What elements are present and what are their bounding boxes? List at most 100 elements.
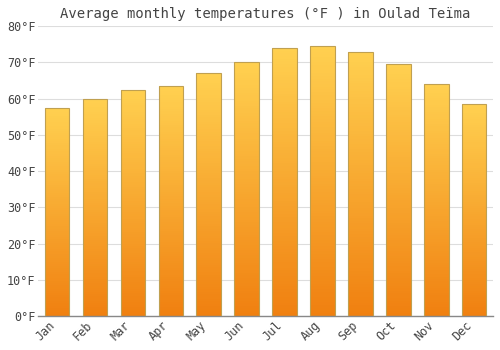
Bar [83,153,108,155]
Bar [348,139,372,141]
Bar [45,187,70,189]
Bar [272,128,297,131]
Bar [83,216,108,218]
Bar [234,118,259,121]
Bar [424,121,448,124]
Bar [83,147,108,149]
Bar [196,119,221,122]
Bar [386,273,410,276]
Bar [83,238,108,240]
Bar [234,298,259,301]
Bar [120,164,146,167]
Bar [83,205,108,207]
Bar [348,158,372,160]
Bar [386,245,410,248]
Bar [272,310,297,313]
Bar [272,219,297,222]
Bar [234,189,259,192]
Bar [462,295,486,297]
Bar [386,122,410,125]
Bar [196,129,221,132]
Bar [158,86,183,88]
Bar [234,258,259,260]
Bar [462,108,486,111]
Bar [120,271,146,273]
Bar [272,88,297,91]
Bar [45,291,70,293]
Bar [83,190,108,192]
Bar [45,212,70,214]
Bar [45,281,70,283]
Bar [83,122,108,125]
Bar [120,225,146,228]
Bar [234,113,259,116]
Bar [310,240,335,243]
Bar [310,54,335,57]
Bar [386,236,410,238]
Bar [45,199,70,202]
Bar [462,151,486,153]
Bar [348,112,372,115]
Bar [386,298,410,301]
Bar [348,178,372,181]
Bar [234,96,259,98]
Bar [348,120,372,123]
Bar [310,310,335,313]
Bar [272,96,297,99]
Bar [348,199,372,202]
Bar [196,248,221,251]
Bar [424,226,448,228]
Bar [234,286,259,288]
Bar [234,93,259,96]
Bar [196,185,221,187]
Bar [424,312,448,314]
Bar [310,135,335,138]
Bar [45,158,70,160]
Bar [158,194,183,196]
Bar [310,97,335,100]
Bar [83,120,108,122]
Bar [310,89,335,92]
Bar [462,155,486,157]
Bar [348,107,372,110]
Bar [424,198,448,200]
Bar [158,219,183,222]
Bar [196,183,221,185]
Bar [196,112,221,114]
Bar [196,224,221,226]
Bar [158,275,183,277]
Bar [348,99,372,102]
Bar [158,148,183,150]
Bar [83,133,108,136]
Bar [424,119,448,121]
Bar [272,53,297,56]
Bar [234,159,259,161]
Bar [196,153,221,156]
Bar [45,289,70,291]
Bar [45,164,70,166]
Bar [83,264,108,266]
Bar [234,227,259,230]
Bar [45,210,70,212]
Bar [83,248,108,251]
Bar [45,253,70,256]
Bar [348,97,372,99]
Bar [424,96,448,98]
Bar [196,83,221,85]
Bar [158,136,183,139]
Bar [196,173,221,175]
Bar [234,63,259,316]
Bar [158,104,183,107]
Bar [120,223,146,225]
Bar [120,167,146,169]
Bar [424,214,448,216]
Bar [234,169,259,171]
Bar [348,234,372,237]
Bar [158,203,183,205]
Bar [424,105,448,107]
Bar [196,90,221,93]
Bar [462,125,486,127]
Bar [83,164,108,166]
Bar [120,246,146,248]
Bar [196,229,221,231]
